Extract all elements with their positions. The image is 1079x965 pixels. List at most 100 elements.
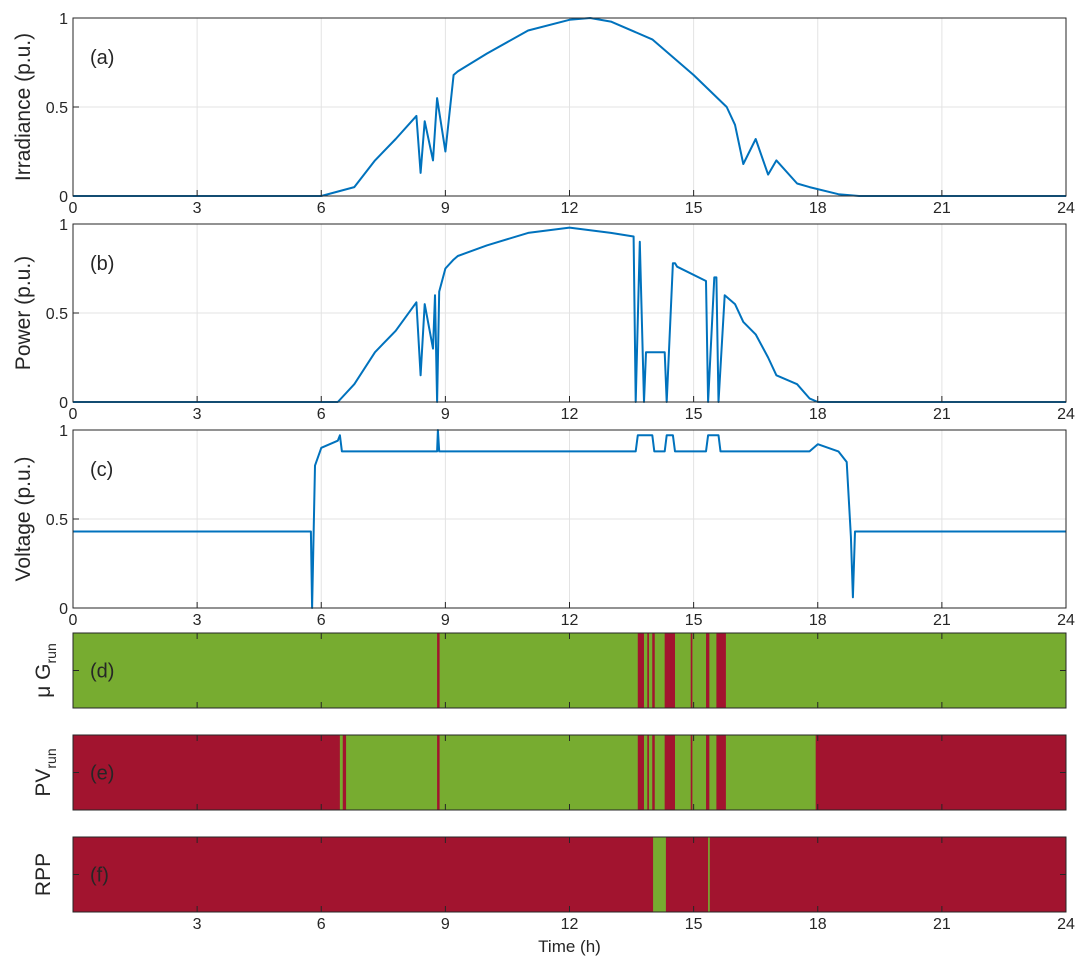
plot-area — [73, 17, 1066, 197]
x-tick-label: 24 — [1057, 200, 1075, 217]
status-interval — [664, 633, 676, 708]
x-tick-label: 21 — [933, 916, 951, 933]
y-tick-label: 0 — [59, 189, 68, 206]
status-background — [73, 837, 1066, 912]
panel-voltage: 0 3 6 9 12 15 18 21 24 0 0.5 1 Voltage (p.u.) (c) — [12, 423, 1075, 629]
y-axis-label-subscript: run — [43, 748, 59, 768]
status-interval — [652, 633, 655, 708]
status-interval — [709, 735, 717, 810]
x-tick-label: 12 — [561, 612, 579, 629]
tick-marks — [73, 735, 1066, 810]
x-tick-label: 9 — [441, 612, 450, 629]
y-tick-label: 1 — [59, 423, 68, 440]
grid — [72, 223, 1067, 403]
tick-labels: 0 3 6 9 12 15 18 21 24 0 0.5 1 — [46, 423, 1075, 629]
panel-rpp: 3 6 9 12 15 18 21 24 RPP (f) Time (h) — [32, 836, 1075, 956]
status-interval — [339, 735, 343, 810]
y-tick-label: 0.5 — [46, 306, 68, 323]
panel-irradiance: 0 3 6 9 12 15 18 21 24 0 0.5 1 Irradiance (p.u.) (a… — [12, 11, 1075, 217]
x-tick-label: 9 — [441, 916, 450, 933]
y-tick-label: 0 — [59, 395, 68, 412]
panel-power: 0 3 6 9 12 15 18 21 24 0 0.5 1 Power (p.u.) (b) — [12, 217, 1075, 423]
x-tick-label: 9 — [441, 200, 450, 217]
x-tick-label: 0 — [69, 406, 78, 423]
y-axis-label: Power (p.u.) — [12, 256, 35, 370]
status-background — [73, 633, 1066, 708]
x-tick-label: 18 — [809, 406, 827, 423]
status-interval — [654, 735, 665, 810]
status-interval — [439, 735, 638, 810]
panel-mu-grid-run: μ Grun (d) — [32, 632, 1067, 709]
status-interval — [437, 633, 440, 708]
y-axis-label: μ Grun — [32, 643, 59, 698]
status-interval — [647, 633, 649, 708]
panel-label: (b) — [90, 253, 114, 275]
y-axis-label: RPP — [32, 853, 55, 896]
x-tick-label: 12 — [561, 200, 579, 217]
x-tick-label: 24 — [1057, 916, 1075, 933]
status-interval — [643, 735, 648, 810]
y-tick-label: 1 — [59, 217, 68, 234]
x-tick-label: 15 — [685, 200, 703, 217]
status-interval — [708, 837, 710, 912]
grid — [72, 429, 1067, 609]
y-tick-label: 1 — [59, 11, 68, 28]
y-tick-label: 0.5 — [46, 100, 68, 117]
x-tick-label: 18 — [809, 916, 827, 933]
x-tick-label: 0 — [69, 612, 78, 629]
x-tick-label: 6 — [317, 916, 326, 933]
panel-label: (f) — [90, 865, 109, 887]
tick-labels: 0 3 6 9 12 15 18 21 24 0 0.5 1 — [46, 217, 1075, 423]
y-axis-label: Voltage (p.u.) — [12, 457, 35, 582]
series-line — [73, 17, 1066, 197]
x-tick-label: 6 — [317, 406, 326, 423]
series-line — [73, 429, 1066, 609]
x-tick-label: 15 — [685, 612, 703, 629]
x-tick-label: 24 — [1057, 612, 1075, 629]
x-tick-label: 9 — [441, 406, 450, 423]
status-interval — [346, 735, 438, 810]
x-tick-label: 21 — [933, 612, 951, 629]
panel-label: (a) — [90, 47, 114, 69]
status-interval — [692, 735, 707, 810]
status-strip — [73, 837, 1066, 912]
x-tick-label: 3 — [193, 200, 202, 217]
tick-marks — [73, 633, 1066, 708]
x-tick-label: 12 — [561, 406, 579, 423]
status-interval — [653, 837, 666, 912]
grid — [72, 17, 1067, 197]
x-tick-label: 18 — [809, 200, 827, 217]
status-strip — [73, 633, 1066, 708]
y-axis-label-subscript: run — [43, 643, 59, 663]
y-tick-label: 0.5 — [46, 512, 68, 529]
tick-labels: 0 3 6 9 12 15 18 21 24 0 0.5 1 — [46, 11, 1075, 217]
y-tick-label: 0 — [59, 601, 68, 618]
x-tick-label: 15 — [685, 406, 703, 423]
status-interval — [725, 735, 816, 810]
panel-label: (c) — [90, 459, 113, 481]
x-tick-label: 6 — [317, 612, 326, 629]
panel-label: (d) — [90, 661, 114, 683]
status-interval — [706, 633, 710, 708]
y-axis-label-main: PV — [32, 769, 55, 797]
y-axis-label-main: μ G — [32, 663, 55, 697]
x-axis-label: Time (h) — [538, 937, 601, 956]
y-axis-label: Irradiance (p.u.) — [12, 33, 35, 181]
y-axis-label: PVrun — [32, 748, 59, 796]
plot-area — [73, 429, 1066, 609]
x-tick-label: 3 — [193, 406, 202, 423]
x-tick-label: 24 — [1057, 406, 1075, 423]
status-interval — [637, 633, 644, 708]
status-interval — [690, 633, 693, 708]
x-tick-label: 15 — [685, 916, 703, 933]
status-interval — [648, 735, 653, 810]
panel-pv-run: PVrun (e) — [32, 734, 1067, 811]
x-tick-label: 3 — [193, 916, 202, 933]
x-tick-label: 21 — [933, 406, 951, 423]
status-strip — [73, 735, 1066, 810]
x-tick-label: 18 — [809, 612, 827, 629]
x-tick-label: 12 — [561, 916, 579, 933]
status-interval — [716, 633, 726, 708]
x-tick-label: 3 — [193, 612, 202, 629]
